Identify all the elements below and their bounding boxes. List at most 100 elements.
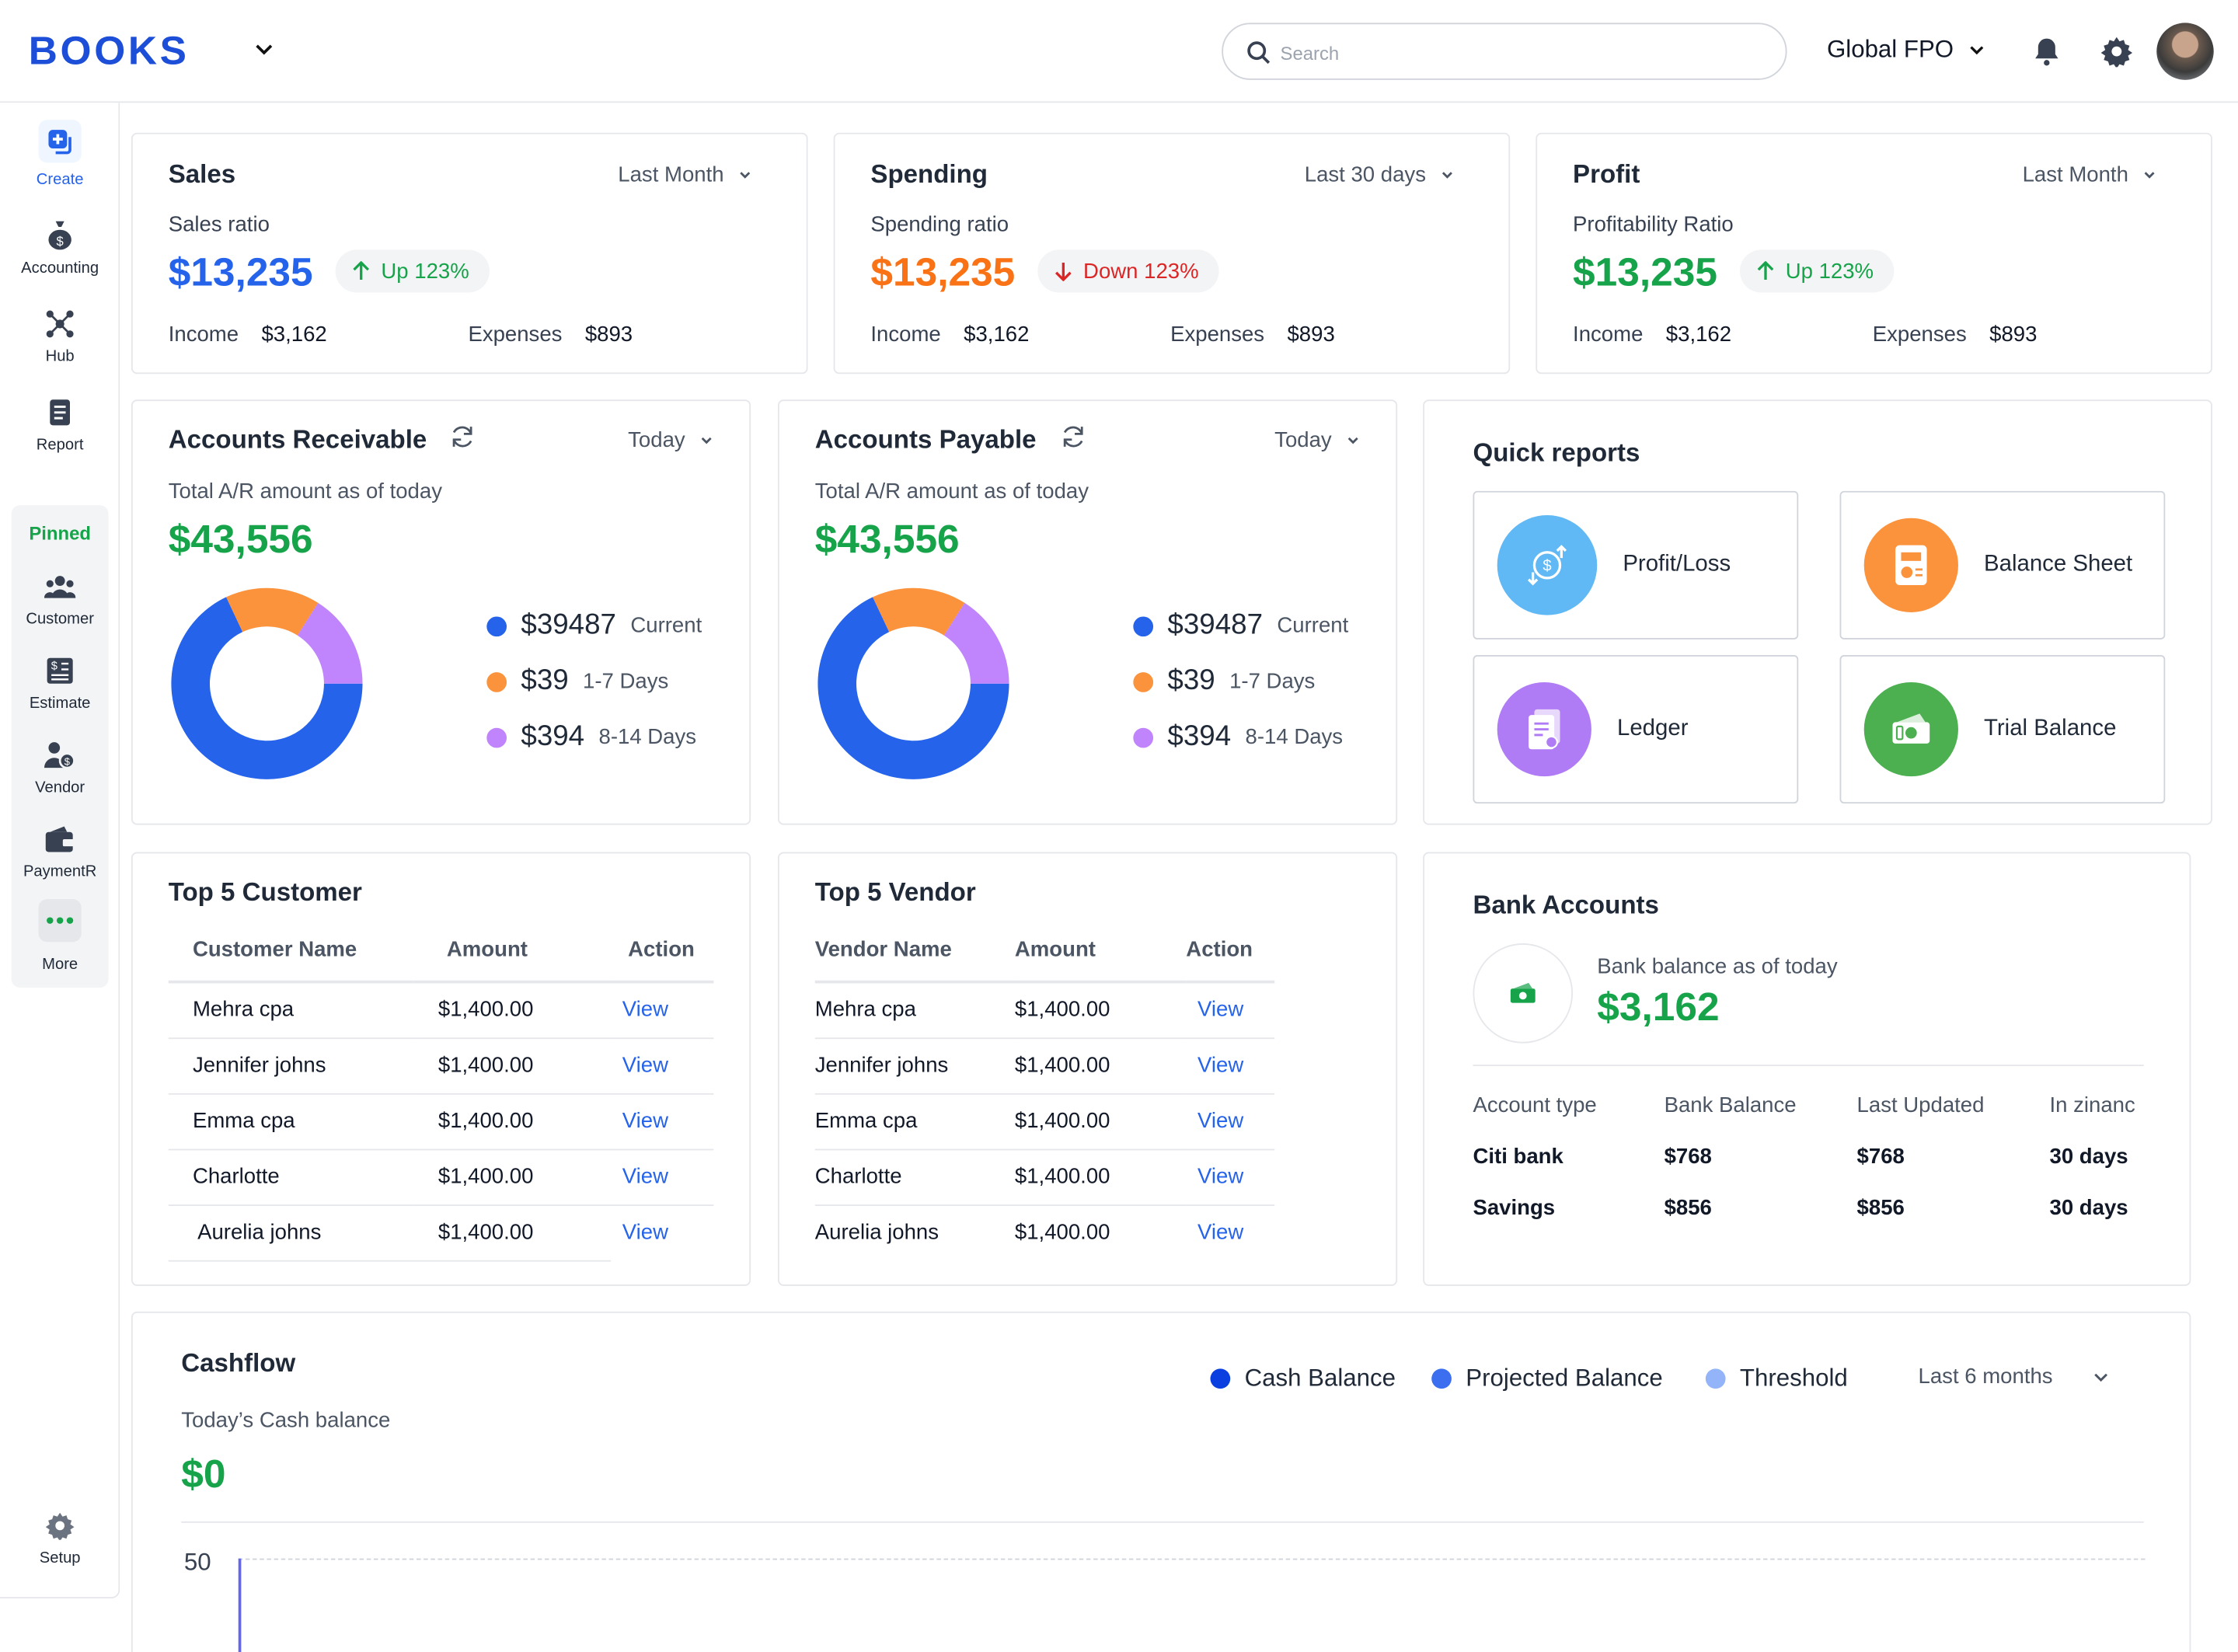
quick-report-trial-balance[interactable]: Trial Balance bbox=[1839, 655, 2166, 804]
expenses-value: $893 bbox=[584, 322, 633, 347]
legend-dot bbox=[1431, 1368, 1452, 1389]
sidebar-item-label: Customer bbox=[26, 611, 94, 629]
amount: $1,400.00 bbox=[413, 1093, 612, 1150]
table-row: Charlotte $1,400.00 View bbox=[168, 1148, 714, 1206]
quick-report-balance-sheet[interactable]: Balance Sheet bbox=[1839, 490, 2166, 640]
search-input[interactable] bbox=[1280, 38, 1752, 68]
customer-name: Charlotte bbox=[168, 1148, 414, 1206]
sidebar-item-vendor[interactable]: $ Vendor bbox=[0, 739, 120, 796]
svg-text:$: $ bbox=[1543, 558, 1551, 575]
legend-dot bbox=[486, 671, 507, 692]
top-vendors-table: Vendor Name Amount Action Mehra cpa $1,40… bbox=[814, 918, 1275, 1260]
period-dropdown[interactable]: Last Month bbox=[2023, 162, 2157, 187]
table-row: Charlotte $1,400.00 View bbox=[814, 1148, 1275, 1206]
top-vendors-card: Top 5 Vendor Vendor Name Amount Action M… bbox=[778, 852, 1398, 1286]
amount: $1,400.00 bbox=[1014, 1093, 1187, 1150]
view-link[interactable]: View bbox=[611, 981, 714, 1039]
arrow-up-icon bbox=[353, 261, 370, 281]
balance-sheet-icon bbox=[1863, 518, 1958, 612]
card-title: Cashflow bbox=[181, 1348, 296, 1378]
sidebar-item-report[interactable]: Report bbox=[0, 397, 120, 454]
quick-report-ledger[interactable]: Ledger bbox=[1473, 655, 1799, 804]
legend-label: Current bbox=[630, 613, 702, 639]
column-header: Action bbox=[1186, 918, 1275, 984]
sidebar-item-setup[interactable]: Setup bbox=[0, 1510, 120, 1567]
legend-label: 1-7 Days bbox=[1229, 669, 1316, 694]
pinned-section: Pinned Customer $ Estimate $ Vendor Paym… bbox=[11, 505, 109, 988]
sidebar-item-label: Create bbox=[36, 171, 84, 189]
sidebar-item-label: Accounting bbox=[21, 260, 99, 277]
donut-slice-1-7-days bbox=[226, 587, 319, 636]
view-link[interactable]: View bbox=[622, 1220, 669, 1246]
ledger-icon bbox=[1497, 681, 1591, 777]
amount: $1,400.00 bbox=[1014, 1220, 1110, 1246]
sidebar-item-label: Report bbox=[36, 437, 84, 455]
y-axis-line bbox=[238, 1558, 242, 1652]
sidebar-item-paymentr[interactable]: PaymentR bbox=[0, 824, 120, 880]
ratio-label: Profitability Ratio bbox=[1573, 212, 1734, 237]
sidebar-item-create[interactable]: Create bbox=[0, 120, 120, 188]
quick-report-profit-loss[interactable]: $ Profit/Loss bbox=[1473, 490, 1799, 640]
period-dropdown[interactable]: Today bbox=[1274, 428, 1360, 452]
period-label: Last Month bbox=[618, 162, 724, 187]
gear-icon[interactable] bbox=[2100, 36, 2133, 68]
bank-table: Account type Bank Balance Last Updated I… bbox=[1473, 1082, 2143, 1253]
income-row: Income $3,162 bbox=[169, 322, 327, 347]
avatar[interactable] bbox=[2156, 23, 2214, 80]
legend-label: Threshold bbox=[1739, 1364, 1848, 1392]
quick-report-label: Profit/Loss bbox=[1623, 552, 1731, 577]
column-header: Amount bbox=[1014, 918, 1187, 984]
svg-text:$: $ bbox=[64, 755, 70, 767]
bell-icon[interactable] bbox=[2032, 36, 2061, 67]
view-link[interactable]: View bbox=[611, 1148, 714, 1206]
refresh-icon[interactable] bbox=[1061, 423, 1086, 449]
legend-amount: $39487 bbox=[1167, 609, 1264, 641]
card-subtitle: Total A/R amount as of today bbox=[168, 479, 442, 504]
legend-dot bbox=[1705, 1368, 1726, 1389]
period-dropdown[interactable]: Last 6 months bbox=[1919, 1364, 2111, 1389]
period-dropdown[interactable]: Last Month bbox=[618, 162, 752, 187]
sidebar-item-customer[interactable]: Customer bbox=[0, 571, 120, 628]
period-label: Today bbox=[628, 428, 685, 453]
legend-item-1-7-days: $39 1-7 Days bbox=[486, 665, 668, 698]
account-type: Citi bank bbox=[1473, 1145, 1563, 1169]
bank-accounts-card: Bank Accounts Bank balance as of today $… bbox=[1423, 852, 2191, 1286]
table-row: Mehra cpa $1,400.00 View bbox=[168, 981, 714, 1039]
quick-report-label: Ledger bbox=[1616, 716, 1689, 741]
view-link[interactable]: View bbox=[611, 1093, 714, 1150]
legend-item-current: $39487 Current bbox=[1133, 609, 1348, 642]
org-selector[interactable]: Global FPO bbox=[1827, 36, 1985, 64]
sidebar-item-hub[interactable]: Hub bbox=[0, 308, 120, 365]
period-label: Last 30 days bbox=[1304, 162, 1426, 187]
view-link[interactable]: View bbox=[1197, 1220, 1244, 1246]
view-link[interactable]: View bbox=[611, 1037, 714, 1094]
amount: $1,400.00 bbox=[413, 1204, 612, 1261]
sidebar-item-label: Vendor bbox=[35, 779, 85, 796]
in-days: 30 days bbox=[2049, 1145, 2128, 1169]
sidebar-item-more[interactable]: More bbox=[0, 899, 120, 974]
donut-slice-8-14-days bbox=[297, 602, 363, 684]
legend-item-projected-balance: Projected Balance bbox=[1431, 1364, 1663, 1393]
books-logo[interactable]: BOOKS bbox=[29, 31, 223, 71]
period-dropdown[interactable]: Last 30 days bbox=[1304, 162, 1455, 187]
sidebar-item-label: PaymentR bbox=[23, 863, 97, 881]
legend-amount: $39 bbox=[1167, 664, 1215, 697]
column-header: Bank Balance bbox=[1664, 1093, 1797, 1118]
arrow-up-icon bbox=[1757, 261, 1774, 281]
view-link[interactable]: View bbox=[1186, 1148, 1275, 1206]
view-link[interactable]: View bbox=[1186, 1037, 1275, 1094]
view-link[interactable]: View bbox=[1186, 981, 1275, 1039]
search-box[interactable] bbox=[1222, 23, 1787, 80]
period-dropdown[interactable]: Today bbox=[628, 428, 713, 452]
sidebar-item-accounting[interactable]: $ Accounting bbox=[0, 220, 120, 277]
view-link[interactable]: View bbox=[1186, 1093, 1275, 1150]
legend-label: 1-7 Days bbox=[583, 669, 669, 694]
logo-chevron-down-icon[interactable] bbox=[254, 40, 274, 60]
legend-dot bbox=[486, 615, 507, 636]
card-title: Accounts Payable bbox=[814, 425, 1037, 455]
refresh-icon[interactable] bbox=[450, 423, 476, 449]
divider bbox=[181, 1521, 2144, 1523]
sidebar-item-estimate[interactable]: $ Estimate bbox=[0, 655, 120, 713]
svg-text:$: $ bbox=[51, 660, 58, 672]
legend-amount: $39 bbox=[521, 664, 569, 697]
